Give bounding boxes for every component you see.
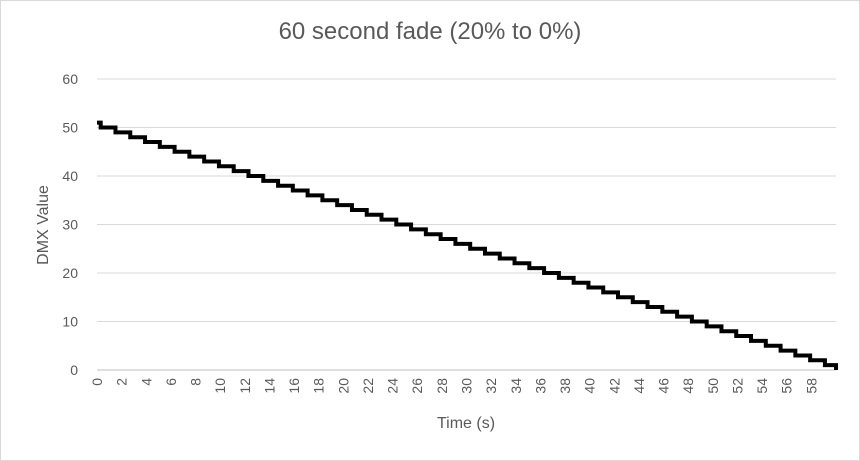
x-tick-label: 44 xyxy=(631,378,647,394)
x-tick-label: 4 xyxy=(138,378,154,386)
x-axis-label: Time (s) xyxy=(437,415,495,432)
x-tick-label: 36 xyxy=(532,378,548,394)
x-tick-label: 10 xyxy=(212,378,228,394)
x-tick-label: 40 xyxy=(582,378,598,394)
x-tick-label: 46 xyxy=(656,378,672,394)
y-tick-label: 20 xyxy=(62,265,78,281)
x-tick-label: 6 xyxy=(163,378,179,386)
x-tick-label: 14 xyxy=(261,378,277,394)
x-tick-label: 56 xyxy=(779,378,795,394)
y-tick-label: 0 xyxy=(70,362,78,378)
x-tick-label: 24 xyxy=(385,378,401,394)
x-tick-label: 20 xyxy=(335,378,351,394)
x-tick-label: 28 xyxy=(434,378,450,394)
x-tick-label: 16 xyxy=(286,378,302,394)
x-tick-label: 38 xyxy=(557,378,573,394)
x-tick-label: 26 xyxy=(409,378,425,394)
x-tick-label: 54 xyxy=(754,378,770,394)
x-tick-label: 52 xyxy=(729,378,745,394)
x-tick-label: 42 xyxy=(606,378,622,394)
y-axis-label: DMX Value xyxy=(35,185,52,265)
x-tick-label: 30 xyxy=(459,378,475,394)
x-tick-label: 0 xyxy=(89,378,105,386)
gridlines xyxy=(97,78,836,371)
x-tick-label: 18 xyxy=(311,378,327,394)
x-tick-label: 32 xyxy=(483,378,499,394)
chart-title: 60 second fade (20% to 0%) xyxy=(278,18,582,45)
x-tick-label: 22 xyxy=(360,378,376,394)
x-tick-label: 8 xyxy=(188,378,204,386)
x-tick-label: 34 xyxy=(508,378,524,394)
x-tick-label: 2 xyxy=(114,378,130,386)
x-tick-label: 12 xyxy=(237,378,253,394)
y-tick-label: 50 xyxy=(62,120,78,136)
x-tick-label: 50 xyxy=(705,378,721,394)
y-tick-label: 40 xyxy=(62,168,78,184)
y-tick-labels: 0 10 20 30 40 50 60 xyxy=(62,71,78,378)
y-tick-label: 10 xyxy=(62,314,78,330)
series-line xyxy=(97,120,838,370)
y-tick-label: 60 xyxy=(62,71,78,87)
x-tick-labels: 0 2 4 6 8 10 12 14 16 18 20 22 24 26 28 30 32 34 36 38 40 42 4… xyxy=(89,378,819,394)
x-tick-label: 58 xyxy=(803,378,819,394)
y-tick-label: 30 xyxy=(62,217,78,233)
x-tick-label: 48 xyxy=(680,378,696,394)
